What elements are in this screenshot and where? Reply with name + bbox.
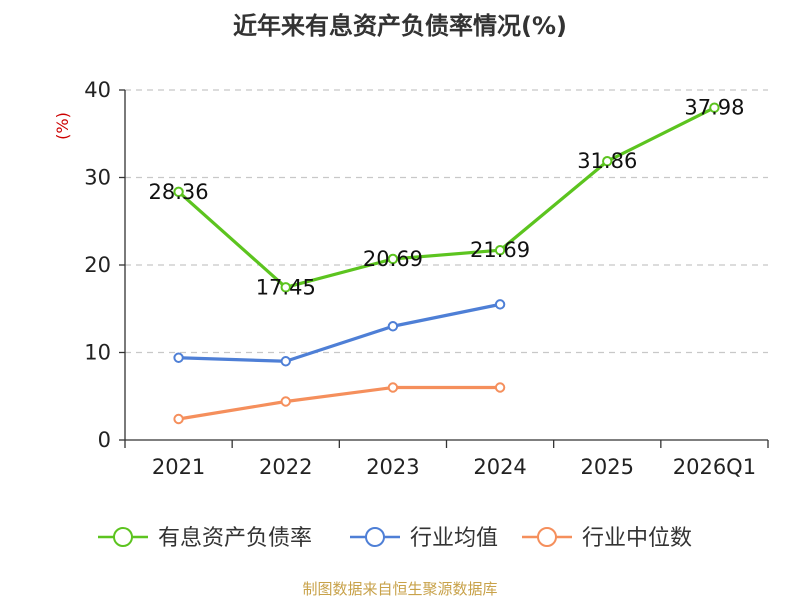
series-line-2 [176,385,502,421]
data-point [494,245,506,256]
data-label: 28.36 [149,180,209,204]
data-point [602,156,613,167]
data-label: 17.45 [256,275,316,299]
y-axis-unit: (%) [53,112,72,140]
data-point [387,253,399,265]
data-point [280,282,291,293]
data-label: 21.69 [470,238,530,262]
data-point [494,299,506,310]
series-line-0 [176,106,717,289]
data-point [709,102,720,113]
data-label-layer: 28.36 17.45 20.69 21.69 31.86 37.98 [149,96,745,300]
data-label: 37.98 [684,96,744,120]
data-label: 20.69 [363,247,423,271]
y-tick-label: 10 [84,341,111,365]
x-tick-label: 2022 [259,455,312,479]
y-tick-label: 20 [84,253,111,277]
chart-title: 近年来有息资产负债率情况(%) [233,12,567,40]
legend-marker [365,527,385,547]
x-tick-label: 2025 [581,455,634,479]
axis-layer: 0 10 20 30 40 (%) 2021 2022 2023 2024 2025 2026Q1 [53,78,769,479]
series-layer [173,102,720,425]
data-point [387,321,399,332]
series-line-1 [176,302,502,363]
data-point [173,186,184,198]
y-tick-label: 30 [84,166,111,190]
grid-layer [125,89,768,354]
x-tick-label: 2024 [473,455,526,479]
legend-marker [537,527,557,547]
data-point [280,396,291,407]
data-point [387,382,399,393]
y-tick-label: 40 [84,78,111,102]
data-point [494,382,506,393]
legend-marker [113,527,133,547]
x-tick-label: 2021 [152,455,205,479]
y-tick-label: 0 [98,428,111,452]
legend-label: 行业均值 [410,526,498,551]
data-point [173,413,184,425]
x-tick-label: 2023 [366,455,419,479]
x-tick-label: 2026Q1 [673,455,756,479]
data-label: 31.86 [577,149,637,173]
data-point [280,356,291,367]
data-point [173,352,184,363]
legend-label: 有息资产负债率 [158,526,312,551]
legend: 有息资产负债率 行业均值 行业中位数 [98,526,692,551]
legend-label: 行业中位数 [582,526,692,551]
source-note: 制图数据来自恒生聚源数据库 [302,580,498,598]
